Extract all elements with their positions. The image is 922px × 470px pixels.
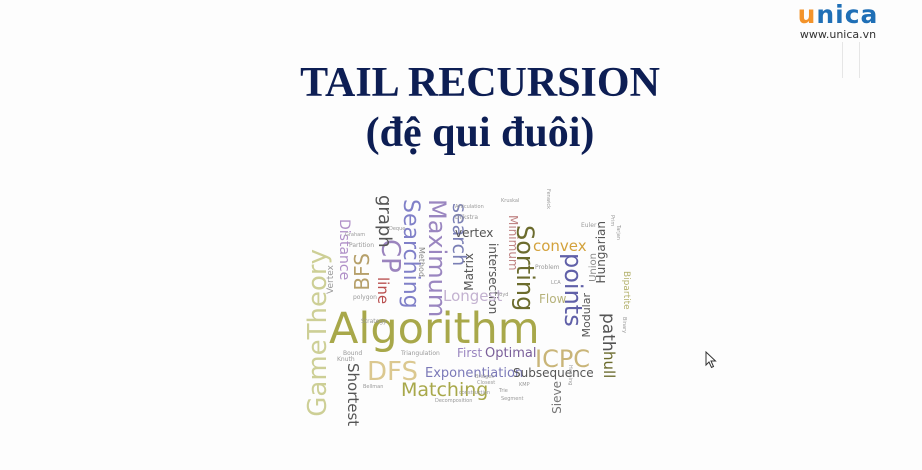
word-graham: Graham [345,232,366,238]
word-strategy: Strategy [361,318,387,325]
word-graph: graph [374,195,395,248]
word-line: line [374,277,392,305]
word-problem: Problem [535,264,560,271]
word-euler: Euler [581,222,597,229]
word-vertex: vertex [455,226,494,240]
word-modular: Modular [580,293,593,338]
word-path: path [598,313,618,352]
title-line-2: (đệ qui đuôi) [365,110,595,156]
word-subsequence: Subsequence [513,366,594,380]
word-dijkstra: Dijkstra [455,214,479,221]
word-hashing: Hashing [567,365,573,386]
word-shortest: Shortest [344,363,362,427]
word-vertex-small: Vertex [326,265,336,294]
word-sorting: Sorting [511,225,539,312]
logo-wordmark: unica [788,2,888,28]
word-articulation: Articulation [455,204,484,210]
word-construction: construction [459,390,491,396]
word-decomposition: Decomposition [435,398,473,404]
word-intersection: intersection [486,243,500,315]
word-partition: Partition [349,242,375,249]
word-algorithm: Algorithm [329,304,540,354]
word-floyd: Floyd [495,292,509,298]
word-first: First [457,346,483,360]
word-triangulation: Triangulation [401,350,440,357]
word-fenwick: Fenwick [545,189,551,209]
word-flow: Flow [539,292,567,306]
word-bipartite: Bipartite [621,271,631,310]
word-polygon: polygon [353,294,377,301]
word-cp: CP [375,239,405,273]
word-segment: Segment [501,396,524,402]
word-dfs: DFS [367,357,419,387]
word-sieve: Sieve [550,381,564,414]
word-bfs: BFS [350,253,374,291]
word-bridges: Bridges [475,374,494,380]
word-exponentiation: Exponentiation [425,366,524,381]
word-points: points [559,253,587,327]
word-matching: Matching [401,379,489,401]
logo-letter-u: u [797,0,817,29]
word-minimum: Minimum [506,215,520,271]
mouse-pointer-icon [705,351,717,369]
word-searching: Searching [398,199,423,309]
word-search: search [448,203,470,267]
word-cloud: Algorithm GameTheory Shortest Distance V… [305,185,635,435]
word-union: Union [588,253,599,282]
word-distance: Distance [336,219,352,281]
logo-divider [842,42,860,78]
title-line-1: TAIL RECURSION [300,60,660,106]
word-trie: Trie [499,388,508,394]
word-closest: Closest [477,380,496,386]
word-longest: Longest [443,287,503,305]
unica-logo: unica www.unica.vn [788,2,888,42]
word-kruskal: Kruskal [501,198,520,204]
word-deque: Deque [389,226,406,232]
word-tarjan: Tarjan [615,225,621,240]
logo-url: www.unica.vn [799,28,877,41]
word-hull: hull [600,351,618,379]
word-convex: convex [533,237,587,255]
word-method: Method [417,247,426,278]
slide-title: TAIL RECURSION (đệ qui đuôi) [200,58,760,158]
logo-letters: nica [816,0,879,29]
word-knuth: Knuth [337,356,355,363]
word-lca: LCA [551,280,561,286]
word-icpc: ICPC [535,345,591,373]
word-bellman: Bellman [363,384,384,390]
word-kmp: KMP [519,382,530,388]
word-maximum: Maximum [423,199,451,318]
word-bound: Bound [343,350,363,357]
word-optimal: Optimal [485,346,537,361]
word-binary: Binary [621,317,627,334]
word-matrix: Matrix [462,253,476,291]
word-prim: Prim [609,215,615,227]
